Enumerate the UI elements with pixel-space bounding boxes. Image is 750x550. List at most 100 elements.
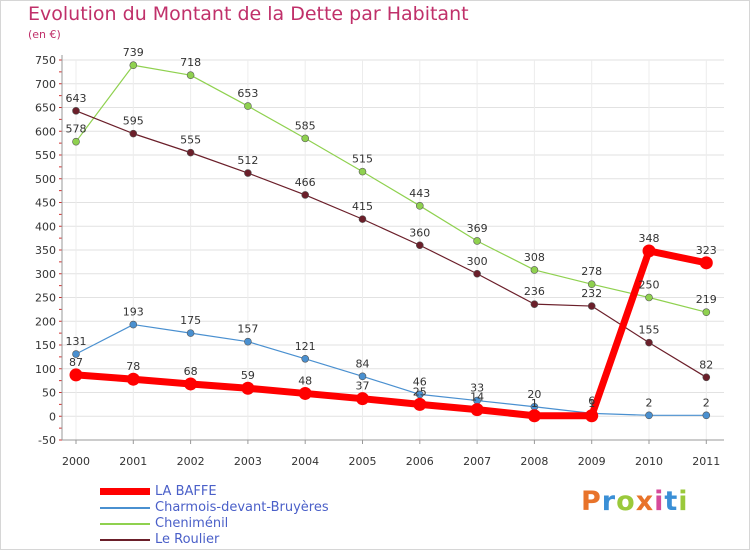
axes: 7507006506005505004504003503002502001501… [35,54,724,468]
data-point [642,244,656,258]
data-label: 2 [703,396,710,409]
data-point [69,368,83,382]
data-label: 193 [123,306,144,319]
data-point [702,308,711,317]
legend-swatch [100,507,150,509]
data-point [527,409,541,423]
x-tick-label: 2008 [520,455,548,468]
data-point [298,386,312,400]
data-point [244,169,252,177]
data-point [244,102,252,110]
y-tick-label: -50 [38,434,56,447]
x-tick-label: 2007 [463,455,491,468]
data-label: 300 [467,255,488,268]
series-line-3 [72,247,710,420]
data-label: 653 [237,87,258,100]
data-point [587,302,596,310]
data-label: 6 [588,394,595,407]
data-point [129,129,138,138]
data-label: 78 [126,360,140,373]
logo-letter: r [601,486,617,517]
x-tick-label: 2009 [578,455,606,468]
data-label: 121 [295,340,316,353]
x-tick-label: 2011 [692,455,720,468]
data-label: 48 [298,374,312,387]
data-label: 46 [413,375,427,388]
data-label: 739 [123,46,144,59]
data-point [645,338,653,347]
legend-swatch [100,488,150,495]
y-tick-label: 150 [35,339,56,352]
unit-label: (en €) [28,28,61,41]
data-point [645,293,653,302]
data-point [129,61,138,70]
data-label: 308 [524,251,545,264]
data-point [699,256,713,270]
x-tick-label: 2001 [119,455,147,468]
y-tick-label: 200 [35,315,56,328]
data-point [645,411,653,420]
data-label: 82 [699,358,713,371]
data-point [301,354,310,363]
data-label: 131 [66,335,87,348]
legend-item-charmois: Charmois-devant-Bruyères [100,500,360,516]
x-tick-label: 2005 [349,455,377,468]
y-tick-label: 400 [35,220,56,233]
data-label: 585 [295,119,316,132]
data-point [186,148,195,157]
data-label: 25 [413,385,427,398]
data-point [129,320,138,329]
data-label: 236 [524,285,545,298]
data-label: 1 [531,397,538,410]
series-line-2 [75,323,707,416]
y-tick-label: 450 [35,197,56,210]
data-label: 37 [356,380,370,393]
legend-item-le-roulier: Le Roulier [100,532,360,548]
x-tick-label: 2010 [635,455,663,468]
data-label: 59 [241,369,255,382]
data-point [186,71,195,79]
y-tick-label: 300 [35,268,56,281]
data-label: 68 [184,365,198,378]
y-tick-label: 0 [49,410,56,423]
data-labels: 5787397186535855154433693082782502196435… [66,46,717,410]
data-label: 415 [352,200,373,213]
data-label: 2 [646,396,653,409]
y-tick-label: 550 [35,149,56,162]
data-label: 20 [527,388,541,401]
data-label: 157 [237,323,258,336]
data-point [530,266,539,274]
data-point [356,392,369,406]
data-point [72,107,80,115]
data-label: 1 [588,397,595,410]
logo-letter: P [581,486,602,517]
data-label: 512 [237,154,258,167]
y-tick-label: 250 [35,292,56,305]
y-tick-label: 650 [35,102,56,115]
data-point [473,269,481,278]
legend-label: Le Roulier [155,532,220,547]
data-label: 348 [639,232,660,245]
legend: LA BAFFE Charmois-devant-Bruyères Chenim… [100,484,360,548]
data-point [241,381,255,395]
data-label: 232 [581,287,602,300]
series-line-1 [75,110,707,378]
data-label: 443 [409,187,430,200]
data-point [126,372,140,386]
y-tick-label: 50 [42,387,56,400]
data-point [470,403,484,417]
data-point [184,377,198,391]
data-point [415,241,424,250]
legend-swatch [100,523,150,525]
data-point [244,337,252,346]
data-label: 360 [409,226,430,239]
data-point [413,397,427,411]
y-tick-label: 100 [35,363,56,376]
legend-label: Cheniménil [155,516,229,531]
x-tick-label: 2003 [234,455,262,468]
x-tick-label: 2006 [406,455,434,468]
data-label: 555 [180,134,201,147]
data-label: 250 [639,279,660,292]
logo-letter: x [635,486,655,517]
